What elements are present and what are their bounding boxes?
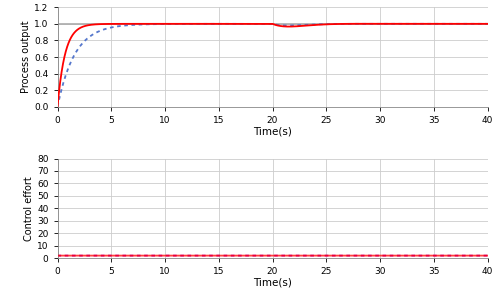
- Y-axis label: Process output: Process output: [22, 21, 32, 93]
- X-axis label: Time(s): Time(s): [253, 126, 292, 136]
- X-axis label: Time(s): Time(s): [253, 278, 292, 287]
- Y-axis label: Control effort: Control effort: [24, 176, 34, 241]
